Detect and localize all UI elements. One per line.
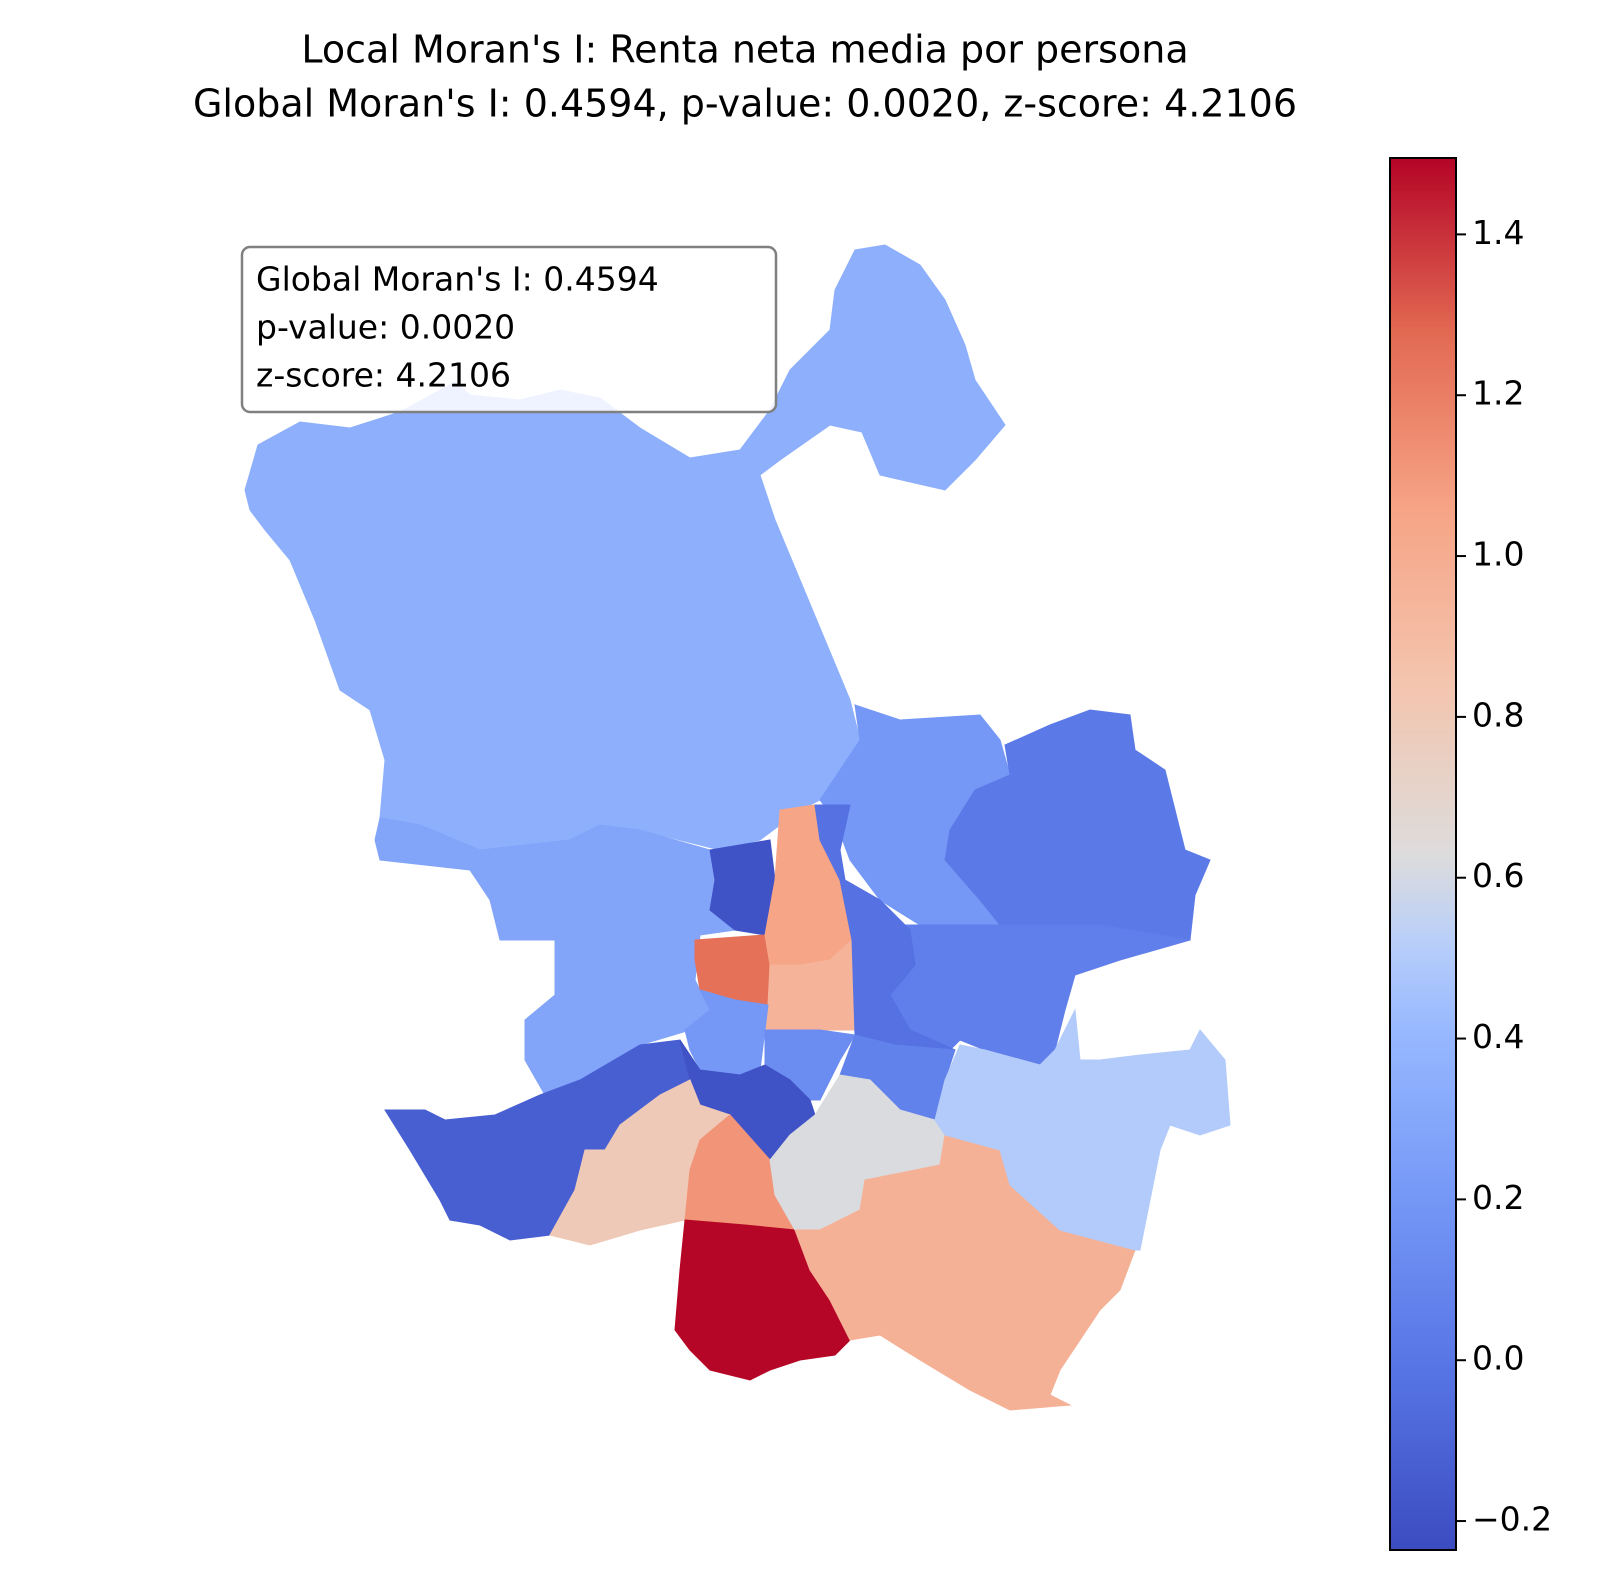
region [944,709,1211,941]
chart-title: Local Moran's I: Renta neta media por pe… [301,28,1188,72]
map [244,244,1231,1411]
colorbar-tick-label: 1.0 [1472,535,1524,574]
colorbar-tick-label: 1.4 [1472,213,1524,252]
annotation: p-value: 0.0020 [256,308,515,347]
annotation: Global Moran's I: 0.4594 [256,260,659,299]
colorbar-tick-label: 0.8 [1472,695,1524,734]
colorbar-tick-label: 1.2 [1472,374,1524,413]
colorbar-tick-label: 0.4 [1472,1017,1524,1056]
annotation-box [240,245,778,414]
region [709,839,776,936]
region [934,1008,1231,1251]
chart-subtitle: Global Moran's I: 0.4594, p-value: 0.002… [193,82,1297,126]
annotation: z-score: 4.2106 [256,356,511,395]
region [814,804,956,1051]
colorbar-tick-label: 0.2 [1472,1178,1524,1217]
colorbar-tick-label: −0.2 [1472,1500,1552,1539]
colorbar-tick-label: 0.6 [1472,856,1524,895]
colorbar-axis: −0.2 0.0 0.2 0.4 0.6 0.8 1.0 1.2 1.4 [1456,213,1552,1539]
colorbar [1389,157,1457,1551]
colorbar-tick-label: 0.0 [1472,1339,1524,1378]
